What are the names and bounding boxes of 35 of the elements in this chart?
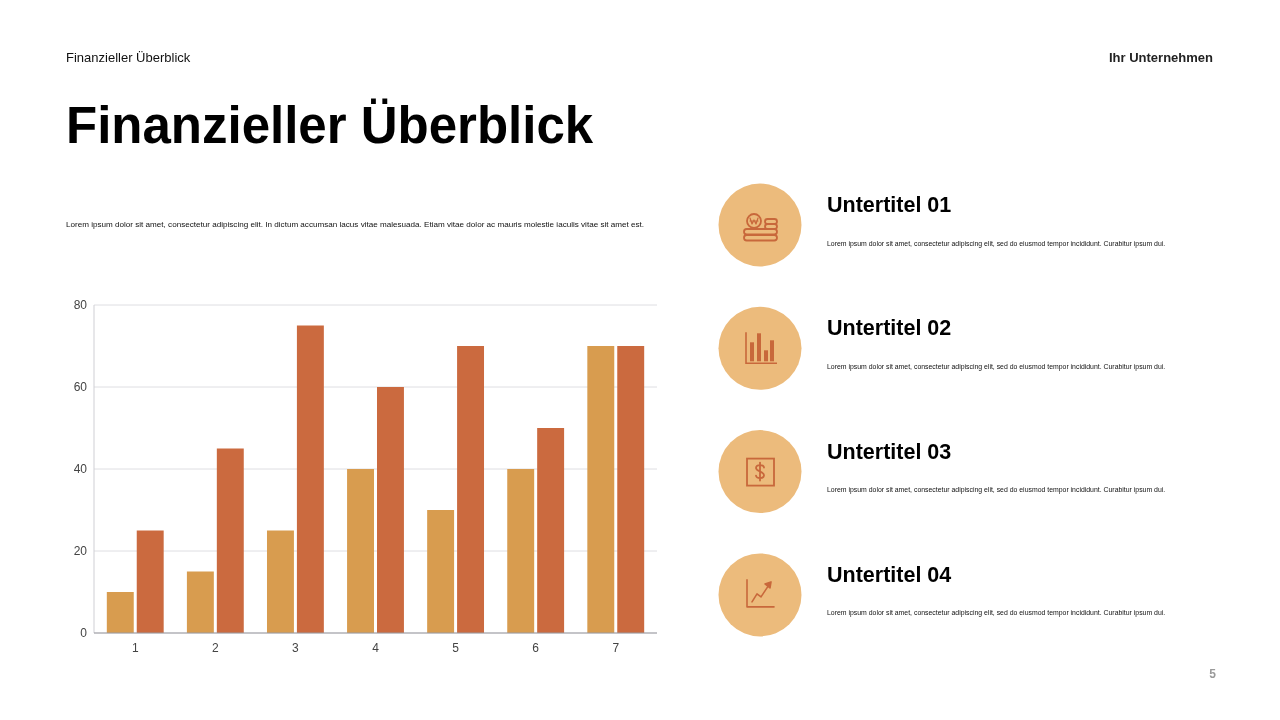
x-tick-label: 3: [292, 641, 300, 655]
y-tick-label: 80: [73, 298, 88, 313]
text: Ihr Unternehmen: [1108, 50, 1214, 65]
bar: [136, 530, 164, 633]
bar: [186, 571, 214, 633]
bar: [347, 469, 374, 633]
x-tick-label: 4: [372, 641, 380, 655]
bar: [377, 387, 404, 633]
bar: [587, 346, 615, 633]
text: 5: [1209, 667, 1217, 681]
y-tick-label: 0: [80, 626, 88, 641]
bar: [537, 428, 565, 633]
y-tick-label: 20: [73, 544, 88, 559]
text: Finanzieller Überblick: [66, 50, 191, 65]
chart-title: Finanzieller Überblick: [66, 97, 594, 154]
text: Untertitel 03: [827, 439, 952, 464]
bar: [296, 325, 324, 633]
y-tick-label: 60: [73, 380, 88, 395]
bar: [427, 510, 455, 633]
text: Untertitel 04: [827, 562, 952, 587]
text: Untertitel 02: [827, 316, 952, 341]
x-tick-label: 2: [211, 641, 219, 655]
x-tick-label: 6: [532, 641, 540, 655]
bar: [617, 346, 645, 633]
y-tick-label: 40: [73, 462, 88, 477]
x-tick-label: 5: [452, 641, 460, 655]
x-tick-label: 1: [131, 641, 139, 655]
bar: [106, 592, 134, 633]
bar: [457, 346, 485, 633]
bar: [266, 530, 294, 633]
bar: [507, 469, 535, 633]
chart-subtitle: Lorem ipsum dolor sit amet, consectetur adipiscing elit. In dictum accumsan lacus vitae malesuada. Etiam vitae dolor ac mauris molestie iaculis vitae sit amet est.: [66, 220, 645, 229]
bar: [216, 448, 244, 633]
x-tick-label: 7: [612, 641, 620, 655]
text: Untertitel 01: [827, 193, 952, 217]
